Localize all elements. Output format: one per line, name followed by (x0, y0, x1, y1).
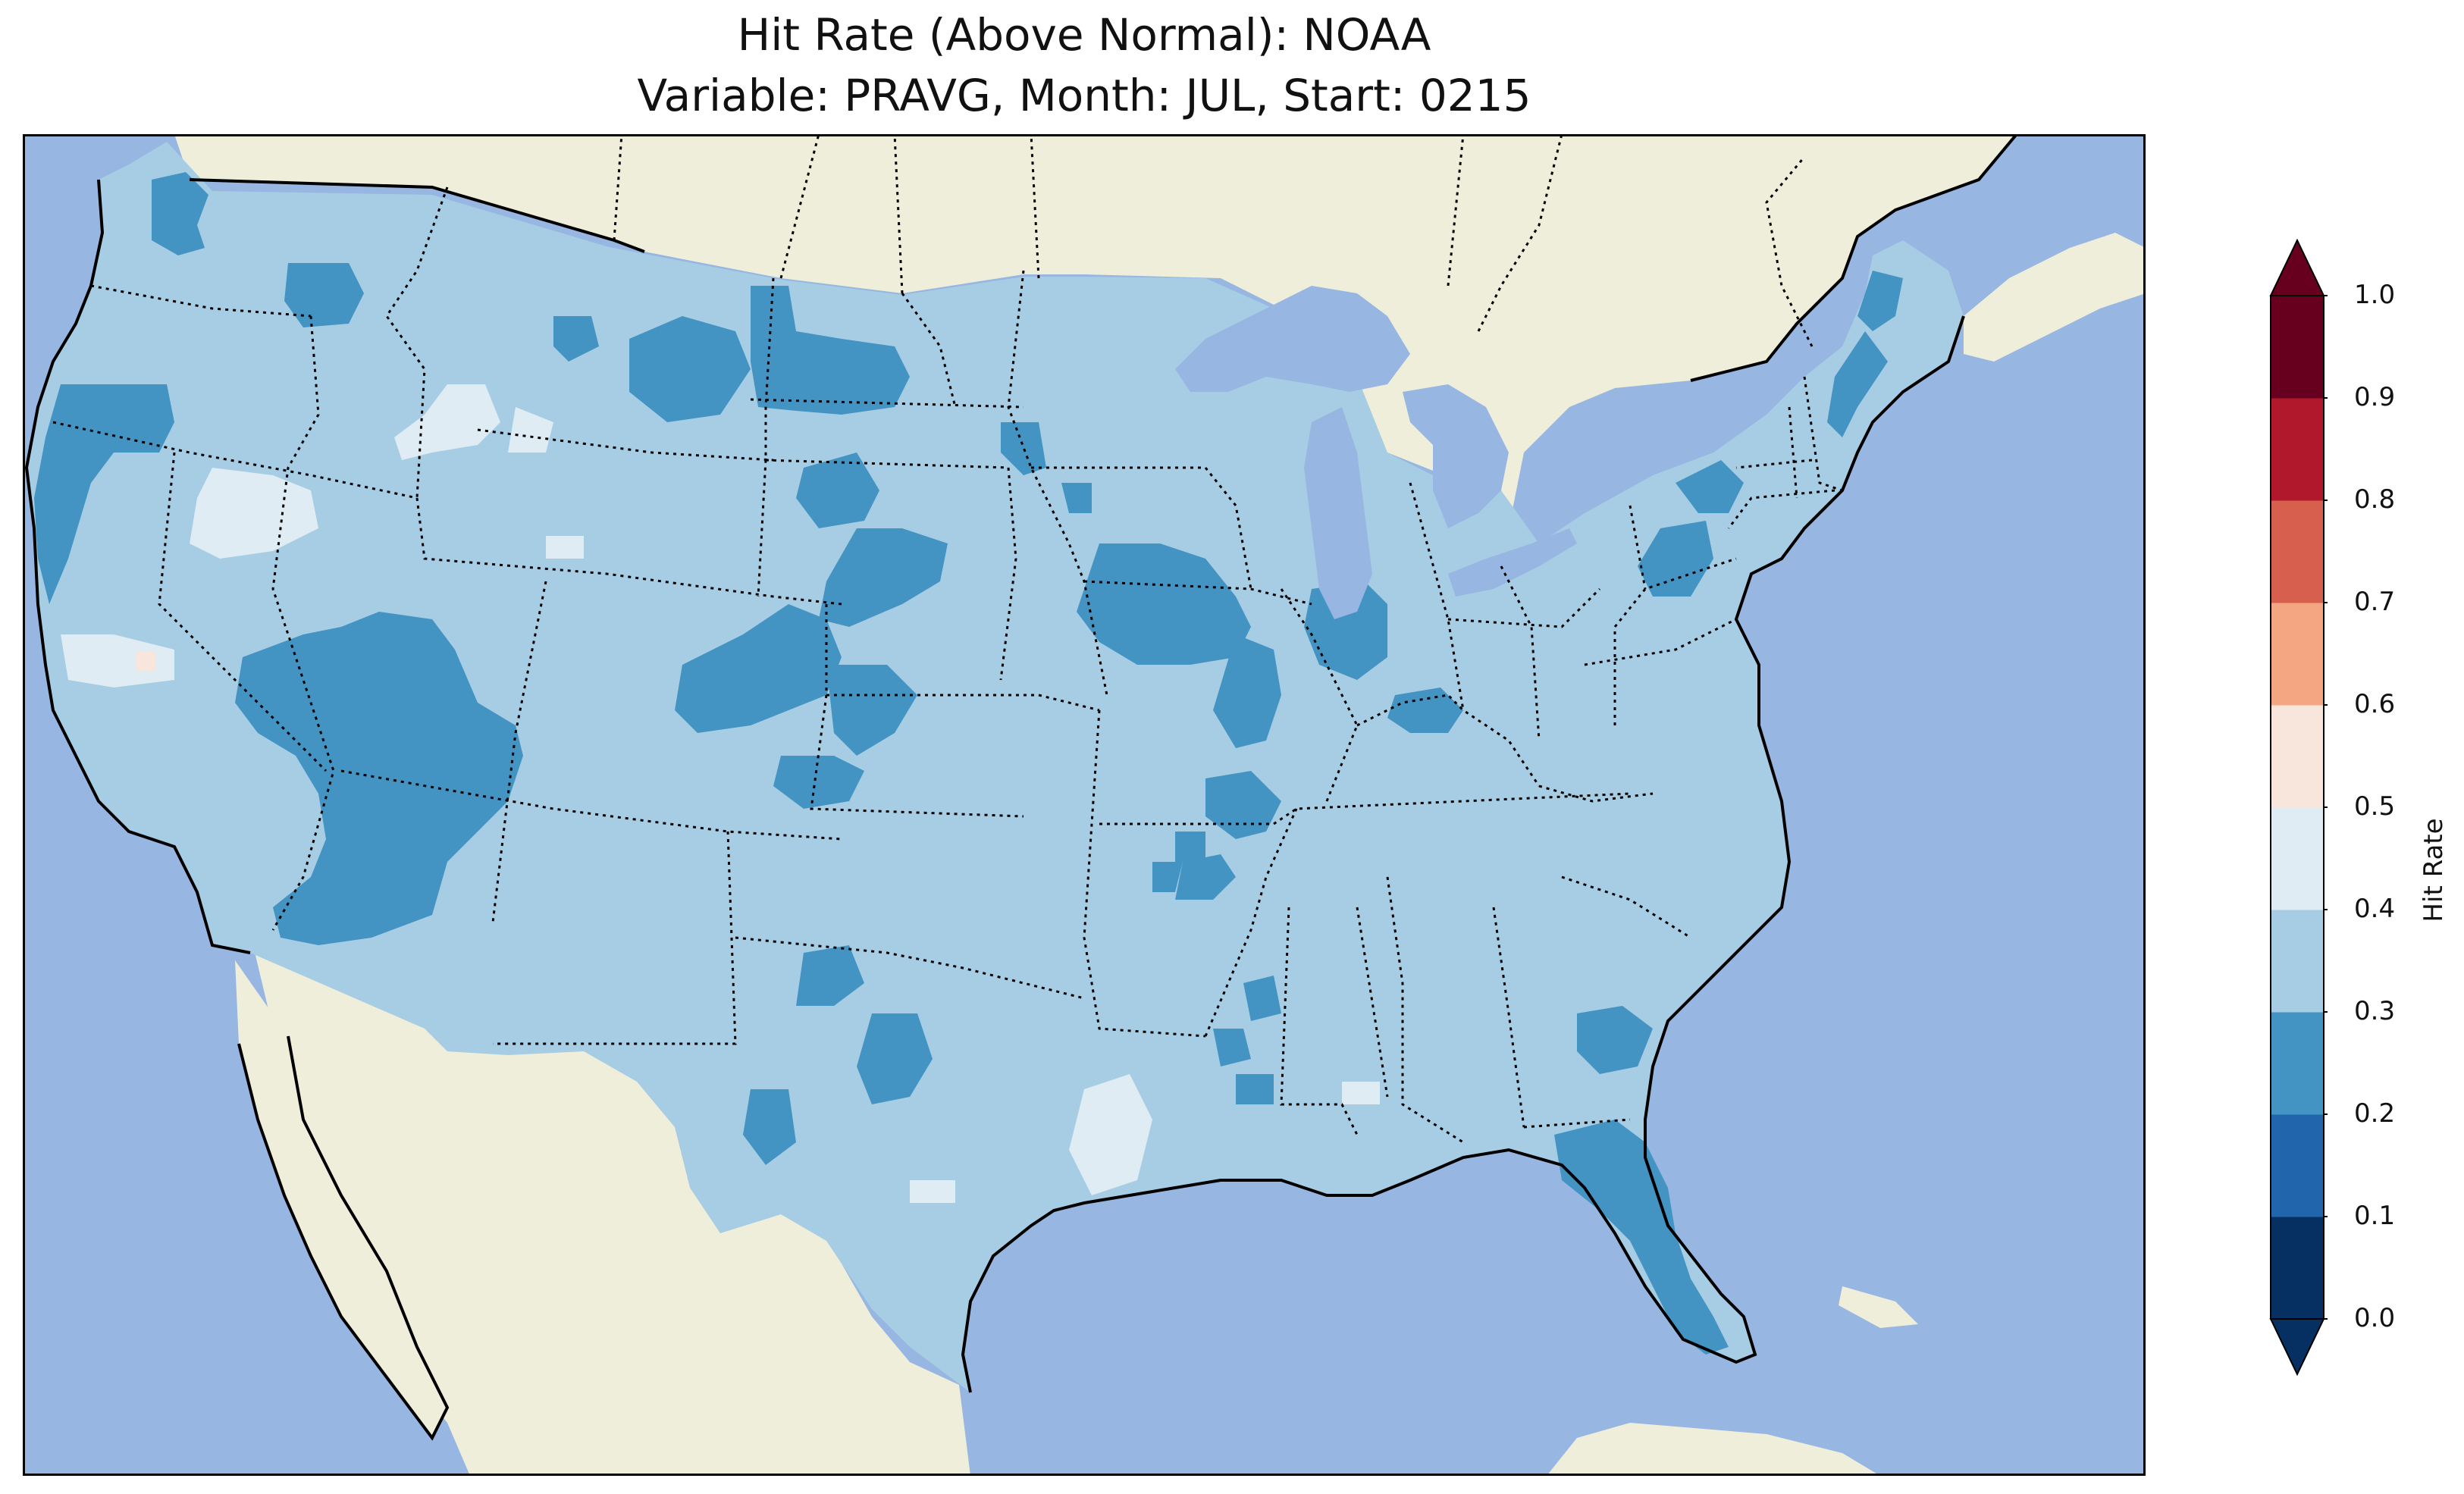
colorbar-tick-label: 0.9 (2354, 382, 2396, 412)
colorbar-tick-label: 0.2 (2354, 1098, 2396, 1129)
baja-coastline (237, 1035, 450, 1441)
map-border (23, 134, 2146, 1476)
chart-title: Hit Rate (Above Normal): NOAA (737, 9, 1431, 61)
state-borders (52, 186, 1843, 1144)
colorbar-label: Hit Rate (2419, 818, 2449, 922)
map-canvas (23, 134, 2146, 1476)
colorbar-tick-label: 0.4 (2354, 894, 2396, 924)
chart-subtitle: Variable: PRAVG, Month: JUL, Start: 0215 (637, 70, 1531, 121)
canada-land (174, 134, 2017, 528)
colorbar-bin-3 (2271, 910, 2324, 1013)
maritimes-land (1964, 233, 2146, 362)
us-coastline (24, 179, 251, 954)
mexico-land (254, 949, 970, 1476)
colorbar-bin-9 (2271, 296, 2324, 399)
lake-ontario (1562, 445, 1683, 483)
colorbar-bin-6 (2271, 603, 2324, 706)
colorbar-tick-label: 1.0 (2354, 280, 2396, 310)
cuba-land (1839, 1286, 1918, 1328)
lake-superior (1175, 286, 1410, 392)
canada-border (189, 178, 645, 253)
gulf-coastline (961, 315, 1965, 1393)
caribbean-land (1547, 1423, 1880, 1476)
low-hit-rate-patches (34, 172, 1903, 1355)
colorbar-tick-label: 0.7 (2354, 587, 2396, 617)
us-region (27, 142, 1964, 1392)
colorbar-bin-8 (2271, 398, 2324, 501)
colorbar-bin-5 (2271, 705, 2324, 808)
colorbar-bin-4 (2271, 807, 2324, 910)
colorbar-tick-label: 0.8 (2354, 484, 2396, 515)
colorbar-bin-0 (2271, 1217, 2324, 1320)
colorbar-tick-label: 0.1 (2354, 1201, 2396, 1231)
lake-erie (1448, 528, 1577, 597)
highest-hit-rate-cell (136, 652, 155, 671)
lake-michigan (1304, 407, 1372, 619)
colorbar-extend-max (2269, 239, 2325, 296)
canadian-province-borders (613, 134, 1814, 347)
colorbar-tick-label: 0.0 (2354, 1303, 2396, 1333)
colorbar-tick-label: 0.6 (2354, 689, 2396, 719)
colorbar-tick-label: 0.5 (2354, 791, 2396, 822)
lake-huron (1403, 384, 1509, 528)
colorbar-extend-min (2269, 1318, 2325, 1376)
great-lakes (1175, 286, 1683, 619)
baja-land (235, 960, 447, 1438)
map-panel (23, 134, 2146, 1476)
colorbar-tick-label: 0.3 (2354, 996, 2396, 1026)
colorbar-bin-7 (2271, 500, 2324, 603)
colorbar-bin-2 (2271, 1012, 2324, 1115)
north-coast (1690, 134, 2018, 382)
colorbar (2269, 239, 2328, 1376)
colorbar-bin-1 (2271, 1114, 2324, 1217)
